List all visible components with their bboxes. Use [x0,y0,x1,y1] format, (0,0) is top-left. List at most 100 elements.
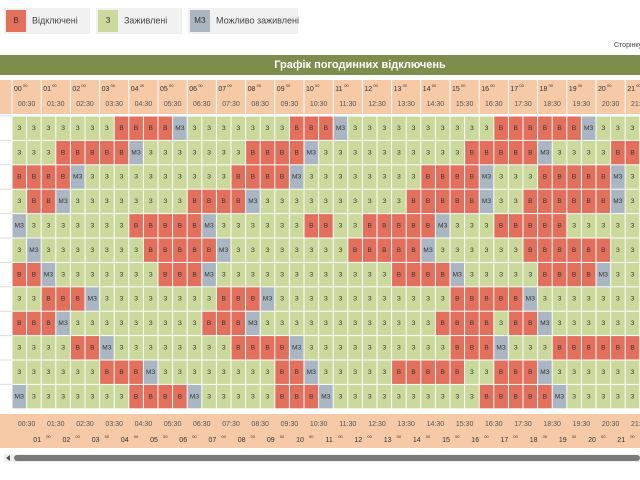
half-hour-label: 17:30 [514,101,532,108]
schedule-cell [246,262,260,287]
cell-code: З [397,296,401,303]
schedule-cell [260,311,275,336]
cell-code: В [32,320,36,327]
cell-code: В [543,393,547,400]
schedule-cell [319,287,333,311]
cell-code: З [61,393,65,400]
cell-code: В [61,174,65,181]
cell-code: З [309,271,313,278]
schedule-cell [450,287,465,311]
cell-code: З [485,247,489,254]
schedule-cell [289,165,304,189]
minute-label: 00 [140,83,145,88]
schedule-cell [304,189,319,214]
schedule-cell [246,214,260,238]
schedule-cell [625,287,640,311]
schedule-cell [421,189,435,214]
cell-code: В [426,369,430,376]
schedule-cell [581,116,596,140]
schedule-cell [494,360,508,384]
cell-code: З [163,149,167,156]
cell-code: З [280,223,284,230]
cell-code: З [32,345,36,352]
schedule-cell [143,262,158,287]
schedule-cell [202,360,216,384]
cell-code: З [47,393,51,400]
schedule-cell [216,384,231,409]
schedule-cell [567,238,581,262]
cell-code: З [105,174,109,181]
cell-code: МЗ [73,174,82,181]
cell-code: З [601,296,605,303]
schedule-cell [377,262,392,287]
cell-code: З [251,393,255,400]
cell-code: В [426,174,430,181]
schedule-cell [523,165,538,189]
schedule-cell [187,189,202,214]
schedule-cell [450,384,465,409]
cell-code: В [514,223,518,230]
cell-code: В [470,198,474,205]
cell-code: З [368,149,372,156]
schedule-cell [202,336,216,360]
cell-code: МЗ [190,393,199,400]
cell-code: З [61,247,65,254]
cell-code: З [631,393,635,400]
schedule-cell [129,189,143,214]
cell-code: З [251,369,255,376]
cell-code: З [499,271,503,278]
cell-code: З [32,296,36,303]
schedule-cell [260,165,275,189]
page-link[interactable]: Сторінку [614,41,640,49]
schedule-cell [27,214,41,238]
schedule-cell [567,262,581,287]
schedule-cell [333,360,348,384]
cell-code: З [280,320,284,327]
schedule-cell [377,165,392,189]
cell-code: МЗ [599,271,608,278]
cell-code: В [46,320,50,327]
scroll-left-arrow[interactable] [6,455,10,461]
cell-code: В [557,345,561,352]
schedule-cell [260,262,275,287]
cell-code: З [120,271,124,278]
schedule-cell [596,384,611,409]
schedule-cell [231,384,246,409]
cell-code: В [441,369,445,376]
cell-code: З [47,149,51,156]
hour-label: 01 [43,86,51,93]
scrollbar-thumb[interactable] [14,455,640,461]
schedule-cell [129,165,143,189]
schedule-cell [362,214,377,238]
cell-code: В [251,296,255,303]
cell-code: В [572,174,576,181]
cell-code: З [426,320,430,327]
schedule-cell [12,384,27,409]
schedule-cell [12,336,27,360]
cell-code: З [76,393,80,400]
cell-code: З [207,345,211,352]
cell-code: З [149,271,153,278]
cell-code: З [324,345,328,352]
schedule-cell [494,189,508,214]
cell-code: З [339,320,343,327]
schedule-cell [581,238,596,262]
cell-code: В [411,223,415,230]
cell-code: В [207,320,211,327]
schedule-cell [143,336,158,360]
schedule-cell [319,360,333,384]
cell-code: В [455,345,459,352]
schedule-cell [289,140,304,165]
cell-code: З [368,125,372,132]
cell-code: В [280,149,284,156]
minute-label: 00 [432,83,437,88]
schedule-cell [348,262,362,287]
schedule-cell [289,262,304,287]
cell-code: МЗ [555,393,564,400]
hour-label: 05 [160,86,168,93]
schedule-cell [114,336,129,360]
cell-code: В [528,125,532,132]
half-hour-label: 14:30 [427,421,445,428]
cell-code: З [412,125,416,132]
schedule-cell [508,214,523,238]
